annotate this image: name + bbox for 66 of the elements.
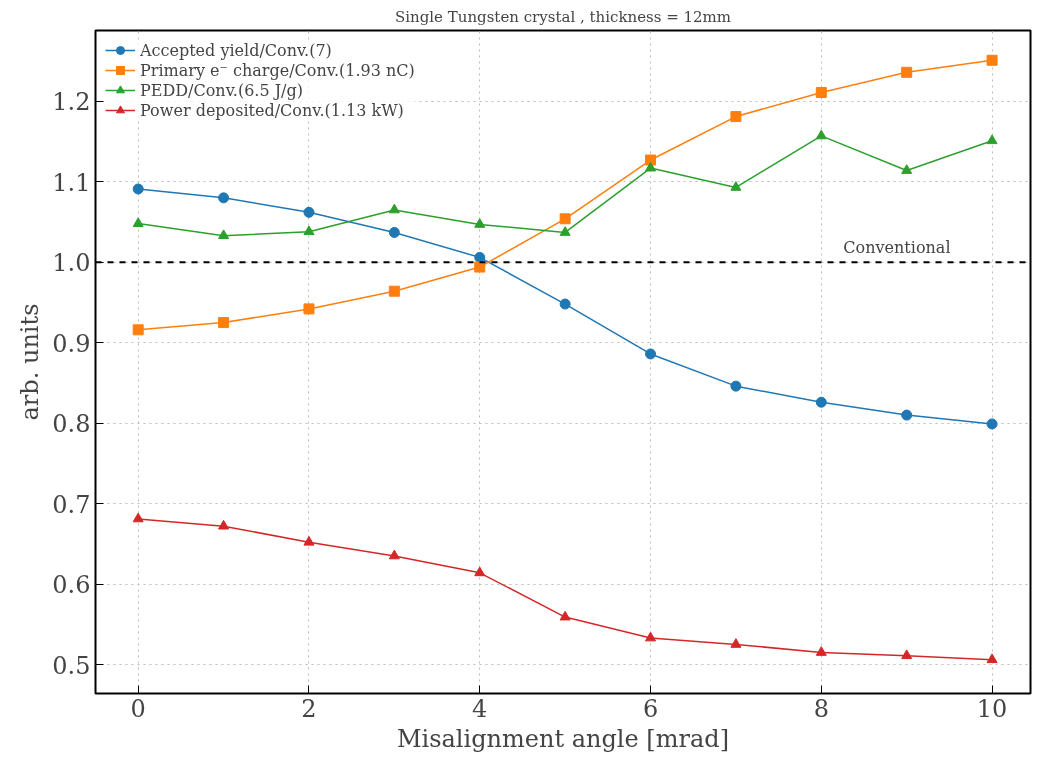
- point: [730, 380, 742, 392]
- y-tick-label: 1.0: [52, 249, 91, 278]
- point: [559, 610, 571, 621]
- point: [218, 317, 230, 329]
- point: [901, 66, 913, 78]
- legend-label: PEDD/Conv.(6.5 J/g): [140, 80, 303, 100]
- x-tick-label: 10: [976, 694, 1008, 723]
- point: [388, 203, 400, 214]
- point: [474, 251, 486, 263]
- legend-label: Power deposited/Conv.(1.13 kW): [140, 100, 404, 120]
- point: [218, 192, 230, 204]
- point: [986, 418, 998, 430]
- point: [730, 638, 742, 648]
- point: [388, 549, 400, 560]
- point: [815, 129, 827, 140]
- y-tick-label: 0.6: [52, 571, 91, 600]
- point: [815, 86, 827, 98]
- y-tick-label: 0.9: [52, 329, 91, 358]
- point: [303, 225, 315, 236]
- point: [815, 646, 827, 656]
- point: [815, 396, 827, 408]
- point: [218, 229, 230, 240]
- point: [388, 226, 400, 238]
- y-axis-title: arb. units: [16, 303, 45, 421]
- point: [132, 324, 144, 336]
- point: [303, 303, 315, 315]
- x-tick-label: 6: [642, 694, 659, 723]
- point: [901, 164, 913, 174]
- point: [474, 566, 486, 577]
- point: [559, 298, 571, 310]
- x-tick-label: 2: [301, 694, 317, 723]
- legend-label: Accepted yield/Conv.(7): [140, 40, 332, 60]
- point: [730, 111, 742, 123]
- point: [986, 653, 998, 664]
- legend-label: Primary e⁻ charge/Conv.(1.93 nC): [140, 60, 415, 80]
- point: [645, 631, 657, 642]
- point: [645, 348, 657, 360]
- point: [132, 217, 144, 227]
- y-tick-label: 0.5: [52, 651, 91, 680]
- point: [559, 226, 571, 236]
- point: [730, 181, 742, 191]
- point: [132, 512, 144, 523]
- point: [901, 649, 913, 660]
- point: [303, 206, 315, 218]
- point: [474, 218, 486, 228]
- point: [901, 409, 913, 421]
- x-axis-title: Misalignment angle [mrad]: [397, 724, 730, 753]
- x-tick-label: 8: [813, 694, 829, 723]
- point: [388, 285, 400, 297]
- point: [986, 54, 998, 66]
- y-tick-label: 1.2: [52, 88, 91, 117]
- point: [303, 535, 315, 546]
- y-tick-label: 0.7: [52, 490, 91, 519]
- point: [132, 183, 144, 195]
- x-tick-label: 4: [472, 694, 488, 723]
- y-tick-label: 1.1: [52, 168, 91, 197]
- point: [218, 519, 230, 530]
- point: [474, 261, 486, 273]
- chart-title: Single Tungsten crystal , thickness = 12mm: [394, 7, 732, 26]
- point: [645, 154, 657, 166]
- y-tick-label: 0.8: [52, 410, 91, 439]
- ref-line-label: Conventional: [843, 238, 951, 258]
- point: [645, 161, 657, 172]
- point: [559, 213, 571, 225]
- x-tick-label: 0: [130, 694, 146, 723]
- point: [986, 134, 998, 145]
